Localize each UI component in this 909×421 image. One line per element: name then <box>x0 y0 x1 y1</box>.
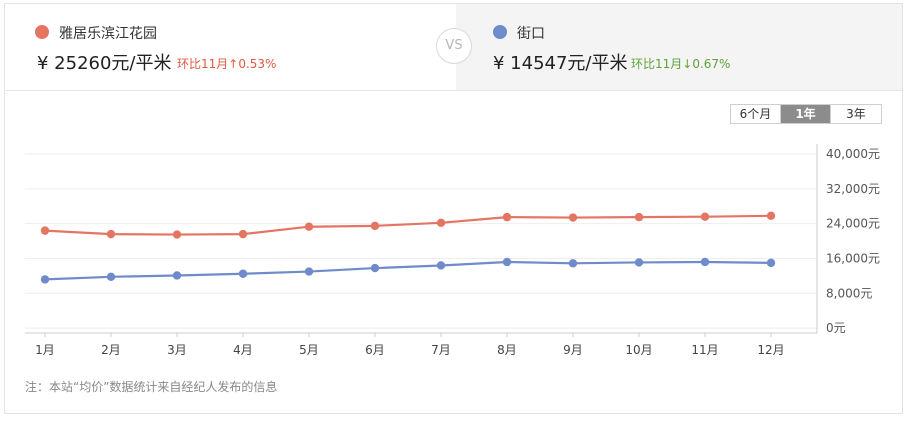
x-tick-label: 4月 <box>233 343 253 357</box>
community-change: 环比11月↑0.53% <box>177 57 277 71</box>
x-tick-label: 5月 <box>299 343 319 357</box>
series-color-dot-icon <box>35 25 49 39</box>
data-point <box>700 212 710 221</box>
area-price: ¥ 14547元/平米 <box>493 53 628 74</box>
range-tab-1-year[interactable]: 1年 <box>781 105 831 123</box>
y-tick-label: 16,000元 <box>826 252 880 266</box>
series-color-dot-icon <box>493 25 507 39</box>
y-tick-label: 32,000元 <box>826 182 880 196</box>
y-tick-label: 8,000元 <box>826 286 872 300</box>
y-tick-label: 40,000元 <box>826 147 880 161</box>
data-point <box>304 222 314 231</box>
data-point <box>502 257 512 267</box>
data-point <box>106 229 116 239</box>
data-point <box>766 258 776 268</box>
comparison-header: 雅居乐滨江花园 ¥ 25260元/平米 环比11月↑0.53% 街口 ¥ 145… <box>5 4 902 91</box>
y-tick-label: 24,000元 <box>826 217 880 231</box>
compare-left-panel: 雅居乐滨江花园 ¥ 25260元/平米 环比11月↑0.53% <box>5 4 455 90</box>
y-tick-label: 0元 <box>826 321 846 335</box>
x-tick-label: 1月 <box>35 343 55 357</box>
time-range-selector: 6个月 1年 3年 <box>730 104 882 124</box>
compare-right-panel: 街口 ¥ 14547元/平米 环比11月↓0.67% <box>456 4 902 90</box>
data-point <box>40 275 50 284</box>
data-point <box>634 212 644 222</box>
data-point <box>502 212 512 222</box>
data-source-note: 注：本站“均价”数据统计来自经纪人发布的信息 <box>25 380 278 394</box>
data-point <box>304 267 314 276</box>
data-point <box>766 211 776 221</box>
area-change: 环比11月↓0.67% <box>631 57 731 71</box>
area-name: 街口 <box>517 26 545 42</box>
x-tick-label: 7月 <box>431 343 451 357</box>
x-tick-label: 2月 <box>101 343 121 357</box>
x-tick-label: 10月 <box>625 343 652 357</box>
data-point <box>568 259 578 268</box>
x-tick-label: 3月 <box>167 343 187 357</box>
data-point <box>568 213 578 222</box>
data-point <box>436 218 446 227</box>
x-tick-label: 11月 <box>691 343 718 357</box>
data-point <box>436 261 446 270</box>
price-trend-chart: 40,000元 32,000元 24,000元 16,000元 8,000元 0元 1月 2月… <box>25 144 880 357</box>
data-point <box>370 221 380 231</box>
community-price: ¥ 25260元/平米 <box>37 53 172 74</box>
x-tick-label: 8月 <box>497 343 517 357</box>
x-tick-label: 12月 <box>757 343 784 357</box>
vs-badge: VS <box>436 28 472 64</box>
x-tick-label: 6月 <box>365 343 385 357</box>
community-name: 雅居乐滨江花园 <box>59 26 157 42</box>
data-point <box>40 226 50 235</box>
data-point <box>700 257 710 267</box>
series-line <box>44 260 772 281</box>
data-point <box>370 263 380 273</box>
range-tab-6-months[interactable]: 6个月 <box>731 105 781 123</box>
range-tab-3-years[interactable]: 3年 <box>831 105 881 123</box>
data-point <box>238 269 248 278</box>
price-comparison-card: 雅居乐滨江花园 ¥ 25260元/平米 环比11月↑0.53% 街口 ¥ 145… <box>4 3 903 414</box>
series-line <box>44 214 772 236</box>
data-point <box>634 258 644 267</box>
x-tick-label: 9月 <box>563 343 583 357</box>
data-point <box>172 271 182 280</box>
data-point <box>172 230 182 239</box>
data-point <box>238 229 248 239</box>
data-point <box>106 272 116 281</box>
